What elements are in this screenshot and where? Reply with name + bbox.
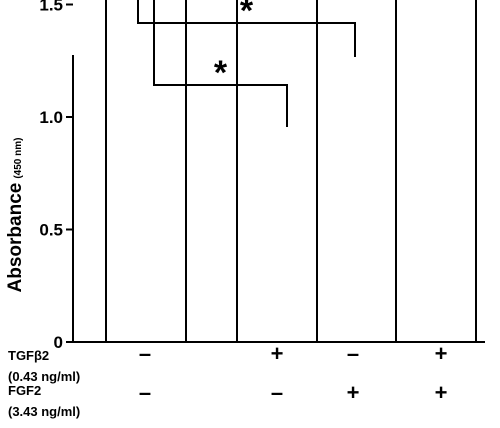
- condition-sign: +: [347, 380, 360, 405]
- condition-sign: –: [271, 380, 283, 405]
- bar: [395, 0, 477, 343]
- bars: [105, 0, 477, 343]
- significance-bracket: [153, 0, 288, 127]
- bar: [105, 0, 187, 343]
- condition-label: FGF2: [8, 383, 41, 398]
- condition-sign: +: [435, 380, 448, 405]
- y-axis-title: Absorbance (450 nm): [5, 138, 26, 293]
- significance-bracket: [137, 0, 356, 57]
- condition-label: TGFβ2: [8, 348, 49, 363]
- y-axis-title-main: Absorbance: [5, 183, 26, 293]
- condition-sign: –: [347, 341, 359, 366]
- condition-sign: +: [271, 341, 284, 366]
- significance-brackets: **: [137, 0, 356, 127]
- significance-star: *: [240, 0, 254, 30]
- bar: [236, 0, 318, 343]
- y-tick-label: 1.5: [39, 0, 63, 15]
- condition-table: TGFβ2 (0.43 ng/ml) – + – + FGF2 (3.43 ng/ml) – – +…: [8, 341, 447, 419]
- condition-sublabel: (3.43 ng/ml): [8, 404, 80, 419]
- condition-sign: –: [139, 380, 151, 405]
- y-tick-label: 0.5: [39, 221, 63, 240]
- bar: [316, 0, 398, 343]
- condition-sign: +: [435, 341, 448, 366]
- condition-sign: –: [139, 341, 151, 366]
- significance-star: *: [214, 54, 228, 92]
- condition-sublabel: (0.43 ng/ml): [8, 369, 80, 384]
- y-axis-title-unit: (450 nm): [13, 138, 24, 179]
- y-tick-label: 1.0: [39, 108, 63, 127]
- y-tick-label: 0: [54, 333, 63, 352]
